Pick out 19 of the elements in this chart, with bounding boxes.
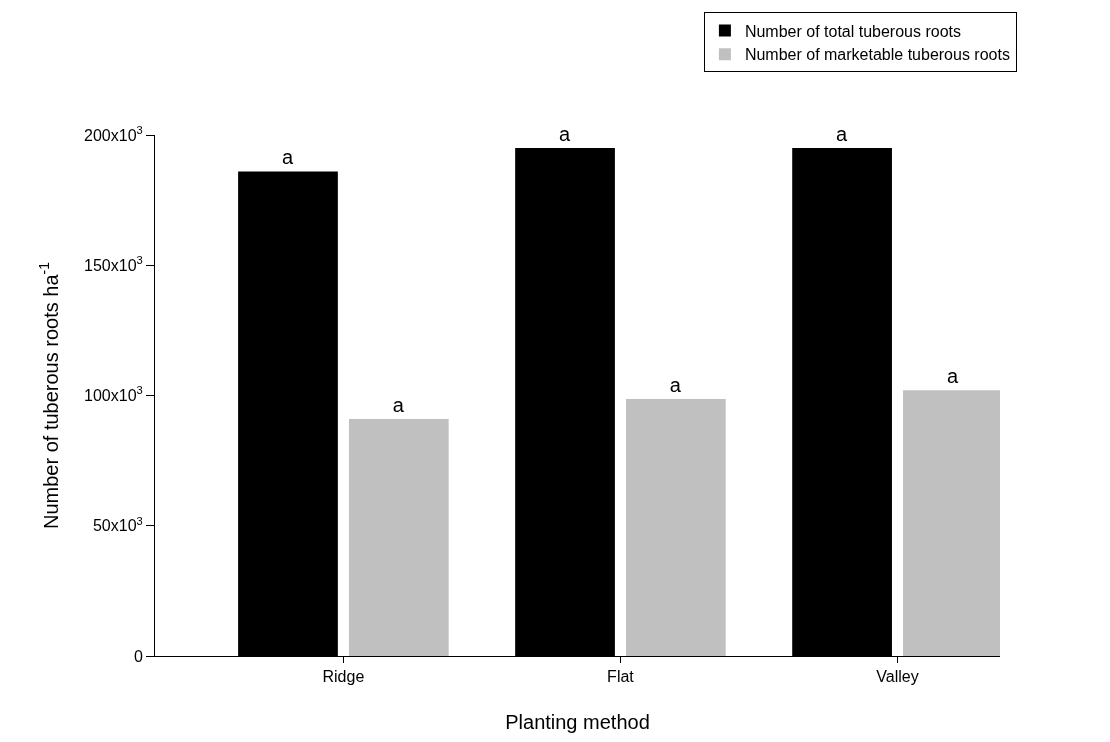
- legend-label: Number of total tuberous roots: [744, 22, 962, 40]
- y-tick-label: 0: [133, 647, 143, 665]
- data-label: a: [559, 123, 572, 146]
- data-label: a: [392, 393, 405, 416]
- x-axis-title: Planting method: [505, 710, 650, 733]
- y-tick-label: 50x10$^{3}$: [92, 514, 143, 535]
- y-tick-label: 200x10$^{3}$: [84, 123, 143, 144]
- legend-label: Number of marketable tuberous roots: [744, 46, 1010, 64]
- data-label: a: [281, 146, 294, 169]
- bar: [348, 418, 449, 656]
- x-tick-label: Flat: [607, 668, 635, 686]
- data-label: a: [946, 365, 959, 388]
- bar: [625, 398, 726, 656]
- data-label: a: [836, 123, 849, 146]
- y-tick-label: 100x10$^{3}$: [84, 384, 143, 405]
- y-tick-label: 150x10$^{3}$: [84, 254, 143, 274]
- data-label: a: [669, 373, 682, 396]
- x-tick-label: Ridge: [322, 668, 365, 686]
- x-tick-label: Valley: [876, 668, 919, 686]
